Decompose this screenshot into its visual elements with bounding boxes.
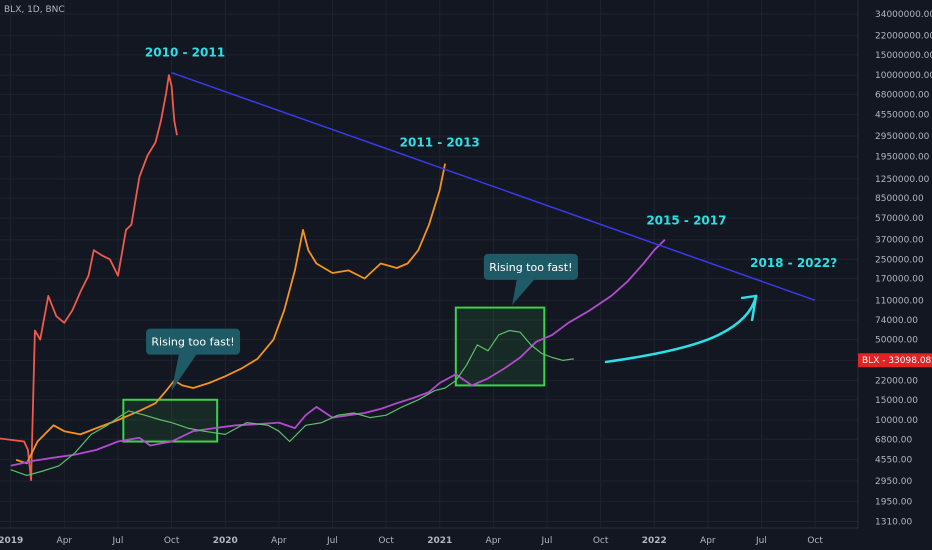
y-tick-label: 6800.00 bbox=[875, 435, 912, 445]
x-axis-ticks: 2019 Apr Jul Oct 2020 Apr Jul Oct 2021 Apr Jul Oct 2… bbox=[0, 536, 823, 546]
x-tick-label: 2019 bbox=[0, 536, 23, 546]
x-tick-label: Oct bbox=[593, 536, 609, 546]
y-tick-label: 850000.00 bbox=[875, 194, 924, 204]
y-tick-label: 10000.00 bbox=[875, 416, 918, 426]
period-label-1: 2010 - 2011 bbox=[145, 46, 225, 60]
y-tick-label: 2950.00 bbox=[875, 477, 912, 487]
y-tick-label: 50000.00 bbox=[875, 336, 918, 346]
y-tick-label: 1310.00 bbox=[875, 517, 912, 527]
period-label-3: 2015 - 2017 bbox=[646, 214, 726, 228]
y-tick-label: 15000000.00 bbox=[875, 51, 932, 61]
forecast-arrowhead bbox=[740, 294, 758, 322]
highlight-box-2 bbox=[454, 306, 546, 387]
y-tick-label: 10000000.00 bbox=[875, 71, 932, 81]
callout-pointer-1 bbox=[171, 353, 198, 391]
y-tick-label: 170000.00 bbox=[875, 275, 924, 285]
callout-text-1: Rising too fast! bbox=[151, 336, 234, 349]
x-tick-label: Oct bbox=[378, 536, 394, 546]
callout-box-2 bbox=[483, 253, 578, 280]
series-red bbox=[0, 74, 178, 482]
y-axis-ticks: 34000000.00 22000000.00 15000000.00 1000000… bbox=[875, 10, 932, 528]
y-tick-label: 1950000.00 bbox=[875, 153, 930, 163]
y-tick-label: 1950.00 bbox=[875, 498, 912, 508]
y-tick-label: 74000.00 bbox=[875, 316, 918, 326]
current-price-marker: BLX - 33098.08 bbox=[858, 353, 932, 368]
x-tick-label: Jul bbox=[541, 536, 553, 546]
y-tick-label: 250000.00 bbox=[875, 255, 924, 265]
grid bbox=[0, 0, 858, 528]
y-tick-label: 1250000.00 bbox=[875, 175, 930, 185]
x-tick-label: Jul bbox=[326, 536, 338, 546]
x-tick-label: Jul bbox=[755, 536, 767, 546]
series-candle bbox=[10, 329, 574, 476]
x-tick-label: Apr bbox=[486, 536, 502, 546]
period-label-4: 2018 - 2022? bbox=[750, 256, 837, 270]
y-tick-label: 22000.00 bbox=[875, 377, 918, 387]
callout-text-2: Rising too fast! bbox=[489, 261, 572, 274]
x-tick-label: Oct bbox=[807, 536, 823, 546]
trendline bbox=[171, 71, 816, 301]
callout-box-1 bbox=[146, 328, 241, 355]
y-tick-label: 4550000.00 bbox=[875, 110, 930, 120]
x-tick-label: 2020 bbox=[213, 536, 238, 546]
axes bbox=[0, 0, 859, 529]
y-tick-label: 4550.00 bbox=[875, 455, 912, 465]
y-tick-label: 570000.00 bbox=[875, 214, 924, 224]
x-tick-label: Oct bbox=[164, 536, 180, 546]
series-layer bbox=[0, 74, 666, 482]
y-tick-label: 2950000.00 bbox=[875, 132, 930, 142]
callout-pointer-2 bbox=[512, 278, 535, 306]
x-tick-label: 2022 bbox=[642, 536, 667, 546]
y-tick-label: 6800000.00 bbox=[875, 90, 930, 100]
y-tick-label: 15000.00 bbox=[875, 396, 918, 406]
period-label-2: 2011 - 2013 bbox=[400, 135, 480, 149]
series-orange bbox=[15, 163, 446, 465]
x-tick-label: Apr bbox=[57, 536, 73, 546]
symbol-info: BLX, 1D, BNC bbox=[4, 5, 65, 15]
series-purple bbox=[10, 239, 666, 467]
x-tick-label: Apr bbox=[271, 536, 287, 546]
y-tick-label: 34000000.00 bbox=[875, 10, 932, 20]
forecast-arrow bbox=[604, 294, 758, 364]
x-tick-label: 2021 bbox=[427, 536, 452, 546]
y-tick-label: 370000.00 bbox=[875, 236, 924, 246]
current-price-tag bbox=[858, 353, 932, 368]
current-price-label: BLX - 33098.08 bbox=[862, 356, 932, 366]
y-tick-label: 22000000.00 bbox=[875, 32, 932, 42]
overlay-layer: Rising too fast! Rising too fast! 2010 - 2… bbox=[145, 46, 837, 391]
highlight-box-1 bbox=[122, 398, 219, 443]
y-tick-label: 110000.00 bbox=[875, 296, 924, 306]
x-tick-label: Apr bbox=[700, 536, 716, 546]
x-tick-label: Jul bbox=[112, 536, 124, 546]
